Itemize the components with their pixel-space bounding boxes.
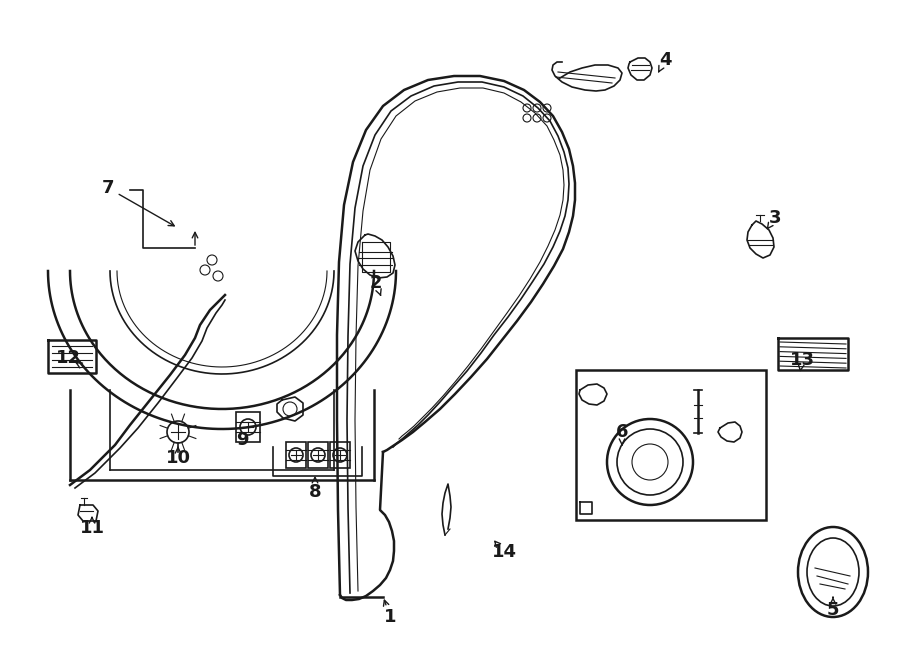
Text: 11: 11 <box>79 519 104 537</box>
Text: 10: 10 <box>166 449 191 467</box>
Bar <box>236 412 260 442</box>
Bar <box>308 442 328 468</box>
Text: 14: 14 <box>491 543 517 561</box>
Bar <box>330 442 350 468</box>
Text: 1: 1 <box>383 608 396 626</box>
Text: 8: 8 <box>309 483 321 501</box>
Text: 6: 6 <box>616 423 628 441</box>
Text: 3: 3 <box>769 209 781 227</box>
Text: 13: 13 <box>789 351 814 369</box>
Bar <box>576 370 766 520</box>
Bar <box>286 442 306 468</box>
Text: 2: 2 <box>370 274 382 292</box>
Text: 5: 5 <box>827 601 839 619</box>
Text: 7: 7 <box>102 179 114 197</box>
Text: 12: 12 <box>56 349 80 367</box>
Text: 9: 9 <box>236 431 248 449</box>
Text: 4: 4 <box>659 51 671 69</box>
